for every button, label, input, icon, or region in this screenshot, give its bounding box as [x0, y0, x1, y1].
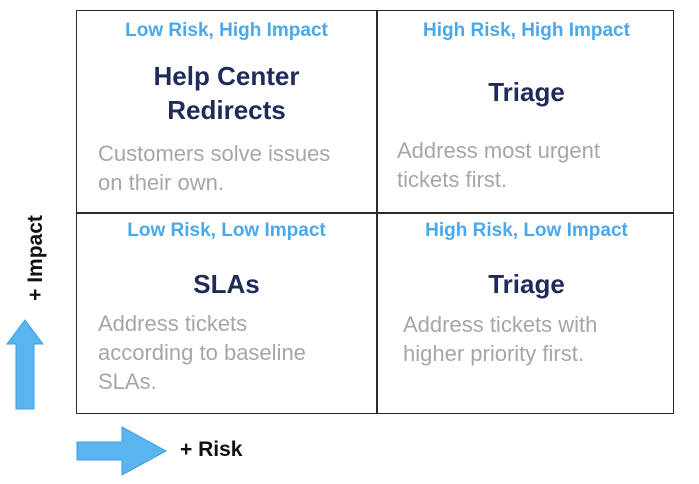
- quadrant-description: Customers solve issues on their own.: [98, 139, 368, 197]
- quadrant-description-line: tickets first.: [397, 167, 508, 192]
- quadrant-grid: Low Risk, High Impact Help Center Redire…: [76, 10, 674, 414]
- quadrant-description-line: higher priority first.: [403, 341, 584, 366]
- quadrant-label: High Risk, Low Impact: [425, 220, 628, 241]
- quadrant-title: Triage: [377, 75, 676, 109]
- horizontal-divider: [77, 212, 673, 214]
- quadrant-title-line: Help Center: [153, 61, 300, 91]
- risk-axis-label: + Risk: [180, 438, 243, 461]
- quadrant-title: Triage: [377, 267, 676, 301]
- quadrant-low-risk-high-impact: Low Risk, High Impact Help Center Redire…: [77, 11, 376, 212]
- arrow-right-icon: [76, 426, 168, 476]
- quadrant-high-risk-high-impact: High Risk, High Impact Triage Address mo…: [377, 11, 676, 212]
- quadrant-title: Help Center Redirects: [77, 59, 376, 127]
- quadrant-title: SLAs: [77, 267, 376, 301]
- quadrant-description-line: according to baseline: [98, 340, 306, 365]
- quadrant-title-line: Triage: [488, 77, 565, 107]
- quadrant-description-line: Address most urgent: [397, 138, 600, 163]
- quadrant-label: Low Risk, Low Impact: [127, 220, 326, 241]
- quadrant-description-line: on their own.: [98, 170, 224, 195]
- quadrant-title-line: Triage: [488, 269, 565, 299]
- quadrant-description-line: Address tickets with: [403, 312, 598, 337]
- quadrant-label: High Risk, High Impact: [423, 20, 630, 41]
- quadrant-description-line: Customers solve issues: [98, 141, 331, 166]
- quadrant-description-line: Address tickets: [98, 311, 248, 336]
- quadrant-description-line: SLAs.: [98, 369, 157, 394]
- quadrant-high-risk-low-impact: High Risk, Low Impact Triage Address tic…: [377, 213, 676, 414]
- quadrant-title-line: SLAs: [193, 269, 260, 299]
- arrow-up-icon: [6, 319, 44, 410]
- impact-axis-label: + Impact: [24, 215, 47, 301]
- quadrant-low-risk-low-impact: Low Risk, Low Impact SLAs Address ticket…: [77, 213, 376, 414]
- quadrant-description: Address tickets with higher priority fir…: [403, 310, 663, 368]
- quadrant-label: Low Risk, High Impact: [125, 20, 328, 41]
- quadrant-description: Address tickets according to baseline SL…: [98, 309, 368, 396]
- quadrant-description: Address most urgent tickets first.: [397, 136, 657, 194]
- quadrant-title-line: Redirects: [167, 95, 286, 125]
